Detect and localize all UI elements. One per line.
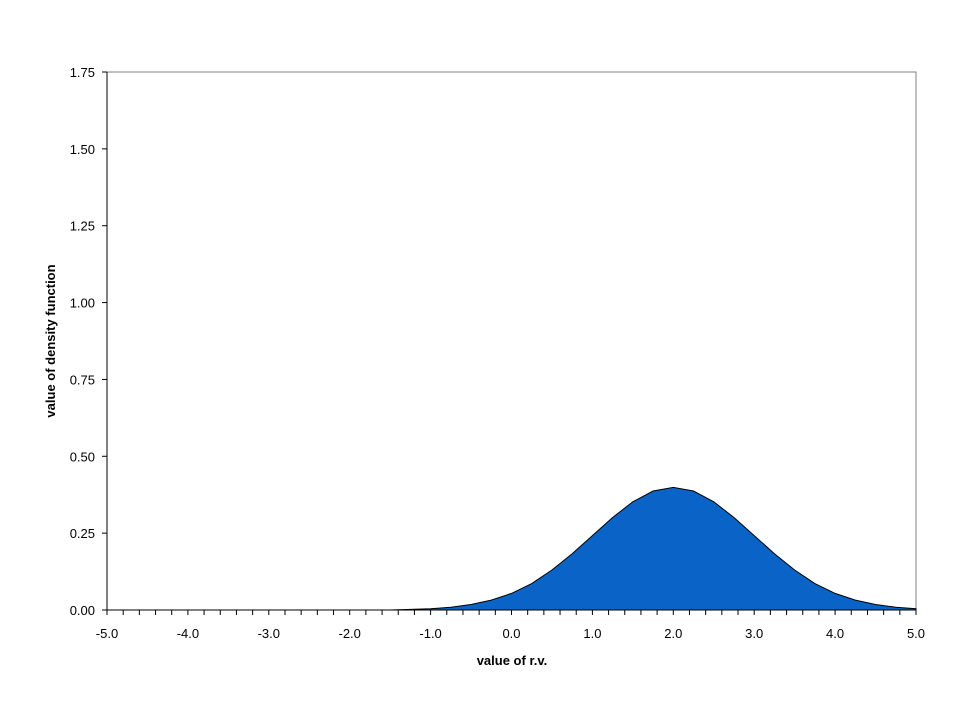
x-tick-label: -3.0 — [258, 626, 280, 641]
x-tick-label: 4.0 — [826, 626, 844, 641]
y-tick-label: 0.25 — [70, 526, 95, 541]
x-axis-title: value of r.v. — [477, 653, 548, 668]
x-tick-label: 3.0 — [745, 626, 763, 641]
y-tick-labels: 0.00 0.25 0.50 0.75 1.00 1.25 1.50 1.75 — [70, 65, 95, 618]
x-tick-label: 5.0 — [907, 626, 925, 641]
x-tick-label: -5.0 — [96, 626, 118, 641]
x-tick-labels: -5.0 -4.0 -3.0 -2.0 -1.0 0.0 1.0 2.0 3.0 4.0 5.0 — [96, 626, 925, 641]
x-tick-label: -2.0 — [338, 626, 360, 641]
plot-area — [106, 71, 917, 611]
x-tick-label: 2.0 — [664, 626, 682, 641]
x-tick-label: -4.0 — [177, 626, 199, 641]
y-tick-label: 1.75 — [70, 65, 95, 80]
y-tick-label: 0.75 — [70, 372, 95, 387]
x-tick-label: -1.0 — [419, 626, 441, 641]
y-tick-label: 1.00 — [70, 296, 95, 311]
x-tick-label: 0.0 — [502, 626, 520, 641]
y-tick-label: 1.50 — [70, 142, 95, 157]
y-tick-label: 0.50 — [70, 449, 95, 464]
x-tick-label: 1.0 — [583, 626, 601, 641]
y-axis-title: value of density function — [43, 264, 58, 417]
y-tick-label: 1.25 — [70, 219, 95, 234]
axes — [102, 71, 917, 615]
y-tick-label: 0.00 — [70, 603, 95, 618]
